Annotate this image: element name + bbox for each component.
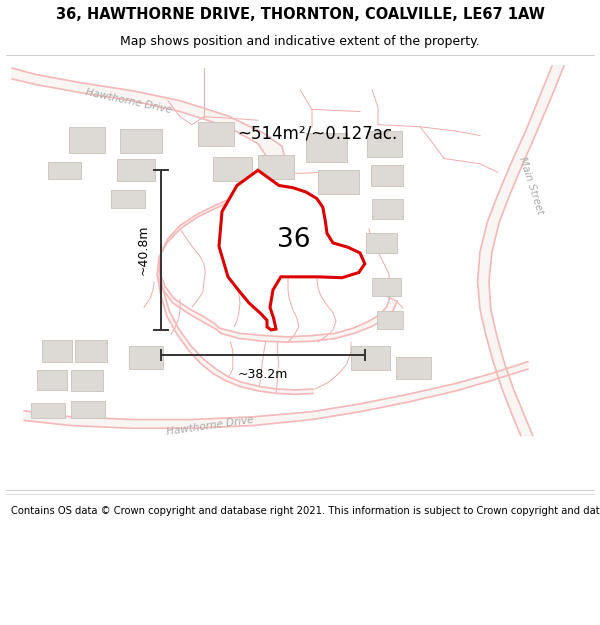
- Polygon shape: [120, 129, 162, 153]
- Polygon shape: [377, 311, 403, 329]
- Polygon shape: [351, 346, 390, 371]
- Polygon shape: [12, 68, 285, 333]
- Text: Map shows position and indicative extent of the property.: Map shows position and indicative extent…: [120, 35, 480, 48]
- Polygon shape: [69, 127, 105, 153]
- Polygon shape: [318, 170, 359, 194]
- Polygon shape: [219, 170, 365, 330]
- Polygon shape: [37, 371, 67, 390]
- Polygon shape: [24, 362, 528, 428]
- Polygon shape: [111, 190, 145, 208]
- Polygon shape: [129, 346, 163, 369]
- Polygon shape: [372, 199, 403, 219]
- Polygon shape: [367, 131, 402, 158]
- Polygon shape: [478, 66, 564, 436]
- Polygon shape: [75, 340, 107, 362]
- Polygon shape: [71, 401, 105, 418]
- Polygon shape: [213, 158, 252, 181]
- Polygon shape: [198, 122, 234, 146]
- Text: ~40.8m: ~40.8m: [137, 225, 150, 276]
- Text: Hawthorne Drive: Hawthorne Drive: [166, 414, 254, 437]
- Polygon shape: [220, 296, 397, 342]
- Polygon shape: [31, 403, 65, 418]
- Polygon shape: [117, 159, 155, 181]
- Text: Main Street: Main Street: [517, 156, 545, 216]
- Text: ~38.2m: ~38.2m: [238, 368, 288, 381]
- Polygon shape: [157, 271, 313, 394]
- Text: 36: 36: [277, 227, 311, 253]
- Polygon shape: [371, 164, 403, 186]
- Polygon shape: [48, 162, 81, 179]
- Polygon shape: [42, 340, 72, 362]
- Polygon shape: [396, 357, 431, 379]
- Polygon shape: [306, 133, 347, 162]
- Text: Hawthorne Drive: Hawthorne Drive: [85, 88, 173, 116]
- Text: ~514m²/~0.127ac.: ~514m²/~0.127ac.: [237, 124, 397, 142]
- Polygon shape: [372, 278, 401, 296]
- Text: Contains OS data © Crown copyright and database right 2021. This information is : Contains OS data © Crown copyright and d…: [11, 506, 600, 516]
- Text: 36, HAWTHORNE DRIVE, THORNTON, COALVILLE, LE67 1AW: 36, HAWTHORNE DRIVE, THORNTON, COALVILLE…: [56, 8, 544, 22]
- Polygon shape: [258, 155, 294, 179]
- Polygon shape: [71, 371, 103, 391]
- Polygon shape: [366, 233, 397, 253]
